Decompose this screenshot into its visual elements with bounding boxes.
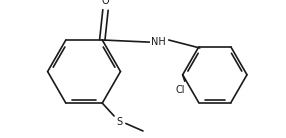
Text: S: S [116, 117, 122, 127]
Text: NH: NH [151, 37, 165, 47]
Text: Cl: Cl [176, 85, 185, 95]
Text: O: O [102, 0, 109, 6]
